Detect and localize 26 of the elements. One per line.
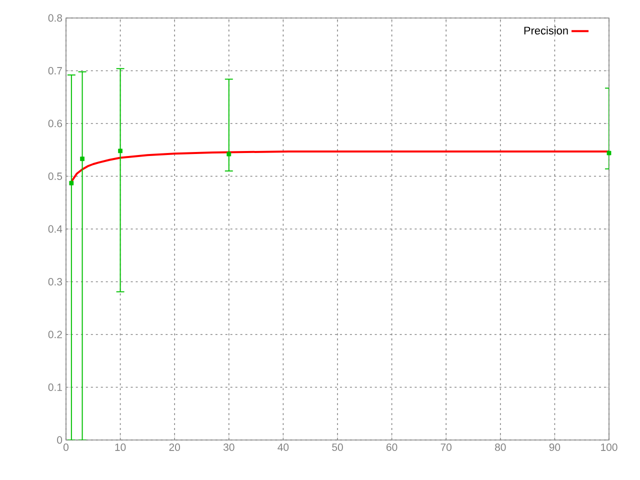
y-tick-label: 0.4 bbox=[48, 225, 62, 233]
x-tick-label: 80 bbox=[495, 444, 506, 451]
point bbox=[226, 152, 232, 156]
point bbox=[118, 148, 122, 154]
x-tick-label: 10 bbox=[115, 444, 126, 451]
x-tick-label: 100 bbox=[601, 444, 618, 451]
x-tick-label: 40 bbox=[278, 444, 289, 451]
point bbox=[606, 150, 612, 156]
y-tick-label: 0.7 bbox=[48, 67, 62, 74]
y-tick-label: 0.8 bbox=[48, 14, 62, 22]
x-tick-label: 60 bbox=[386, 444, 398, 451]
x-tick-label: 90 bbox=[549, 444, 560, 451]
x-tick-label: 20 bbox=[169, 444, 180, 451]
point bbox=[69, 180, 74, 186]
y-tick-label: 0.1 bbox=[48, 384, 62, 391]
y-tick-label: 0.6 bbox=[48, 120, 62, 128]
y-tick-label: 0.2 bbox=[48, 330, 62, 338]
x-tick-label: 70 bbox=[440, 444, 452, 451]
x-tick-label: 50 bbox=[332, 444, 343, 451]
x-tick-label: 0 bbox=[63, 444, 68, 451]
x-tick-label: 30 bbox=[223, 444, 234, 451]
y-tick-label: 0 bbox=[57, 436, 62, 444]
legend-label: Precision bbox=[524, 26, 568, 34]
y-tick-label: 0.5 bbox=[48, 172, 62, 180]
point bbox=[80, 156, 84, 162]
y-tick-label: 0.3 bbox=[48, 278, 62, 286]
